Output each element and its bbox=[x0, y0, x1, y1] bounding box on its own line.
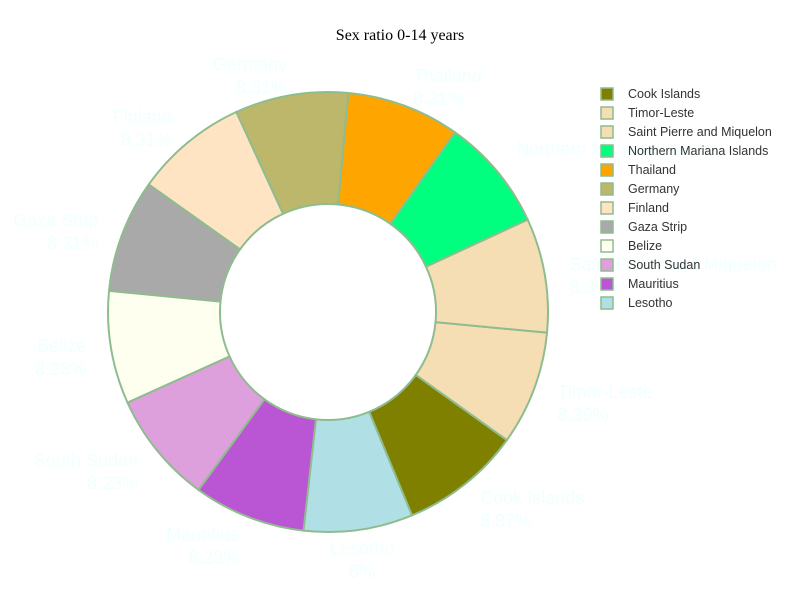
slice-percent-thailand: 8.31% bbox=[413, 89, 464, 109]
slice-label-thailand: Thailand bbox=[413, 66, 482, 86]
slice-percent-cook-islands: 8.87% bbox=[480, 511, 531, 531]
legend-swatch-saint-pierre-and-miquelon[interactable] bbox=[600, 125, 614, 139]
legend-label-mauritius[interactable]: Mauritius bbox=[628, 277, 679, 291]
legend-swatch-lesotho[interactable] bbox=[600, 296, 614, 310]
legend: Cook Islands Timor-Leste Saint Pierre and … bbox=[600, 87, 772, 310]
slice-label-finland: Finland bbox=[113, 107, 172, 127]
slice-lesotho[interactable] bbox=[302, 410, 414, 533]
slice-percent-germany: 8.31% bbox=[236, 77, 287, 97]
legend-label-saint-pierre-and-miquelon[interactable]: Saint Pierre and Miquelon bbox=[628, 125, 772, 139]
legend-label-lesotho[interactable]: Lesotho bbox=[628, 296, 673, 310]
slice-label-saint-pierre-and-miquelon: Saint Pierre and Miquelon bbox=[569, 255, 776, 275]
legend-label-belize[interactable]: Belize bbox=[628, 239, 662, 253]
legend-label-finland[interactable]: Finland bbox=[628, 201, 669, 215]
slice-label-belize: Belize bbox=[37, 336, 86, 356]
slice-label-lesotho: Lesotho bbox=[330, 539, 394, 559]
legend-swatch-thailand[interactable] bbox=[600, 163, 614, 177]
legend-swatch-mauritius[interactable] bbox=[600, 277, 614, 291]
slice-percent-mauritius: 8.23% bbox=[188, 547, 239, 567]
slice-percent-belize: 8.28% bbox=[35, 359, 86, 379]
legend-swatch-germany[interactable] bbox=[600, 182, 614, 196]
slice-label-south-sudan: South Sudan bbox=[34, 451, 138, 471]
slice-labels-group: Cook Islands 8.87% Timor-Leste 8.39% Saint P… bbox=[13, 54, 776, 581]
slice-label-germany: Germany bbox=[213, 54, 287, 74]
slice-label-mauritius: Mauritius bbox=[166, 524, 239, 544]
legend-swatch-south-sudan[interactable] bbox=[600, 258, 614, 272]
slice-label-northern-mariana-islands: Northern Mariana Islands bbox=[516, 139, 718, 159]
legend-swatch-belize[interactable] bbox=[600, 239, 614, 253]
legend-label-northern-mariana-islands[interactable]: Northern Mariana Islands bbox=[628, 144, 768, 158]
legend-label-germany[interactable]: Germany bbox=[628, 182, 680, 196]
slice-percent-lesotho: 8% bbox=[349, 562, 375, 582]
legend-swatch-timor-leste[interactable] bbox=[600, 106, 614, 120]
slice-percent-finland: 8.31% bbox=[121, 130, 172, 150]
legend-swatch-finland[interactable] bbox=[600, 201, 614, 215]
legend-swatch-northern-mariana-islands[interactable] bbox=[600, 144, 614, 158]
legend-label-gaza-strip[interactable]: Gaza Strip bbox=[628, 220, 687, 234]
slice-label-timor-leste: Timor-Leste bbox=[557, 382, 652, 402]
slice-label-cook-islands: Cook Islands bbox=[480, 488, 584, 508]
slice-percent-south-sudan: 8.23% bbox=[87, 474, 138, 494]
legend-label-cook-islands[interactable]: Cook Islands bbox=[628, 87, 700, 101]
legend-label-timor-leste[interactable]: Timor-Leste bbox=[628, 106, 694, 120]
slices-group bbox=[107, 91, 549, 533]
legend-label-south-sudan[interactable]: South Sudan bbox=[628, 258, 700, 272]
slice-percent-timor-leste: 8.39% bbox=[557, 405, 608, 425]
legend-label-thailand[interactable]: Thailand bbox=[628, 163, 676, 177]
chart-title: Sex ratio 0-14 years bbox=[336, 27, 464, 44]
slice-percent-gaza-strip: 8.31% bbox=[47, 233, 98, 253]
slice-label-gaza-strip: Gaza Strip bbox=[13, 210, 98, 230]
legend-swatch-gaza-strip[interactable] bbox=[600, 220, 614, 234]
legend-swatch-cook-islands[interactable] bbox=[600, 87, 614, 101]
